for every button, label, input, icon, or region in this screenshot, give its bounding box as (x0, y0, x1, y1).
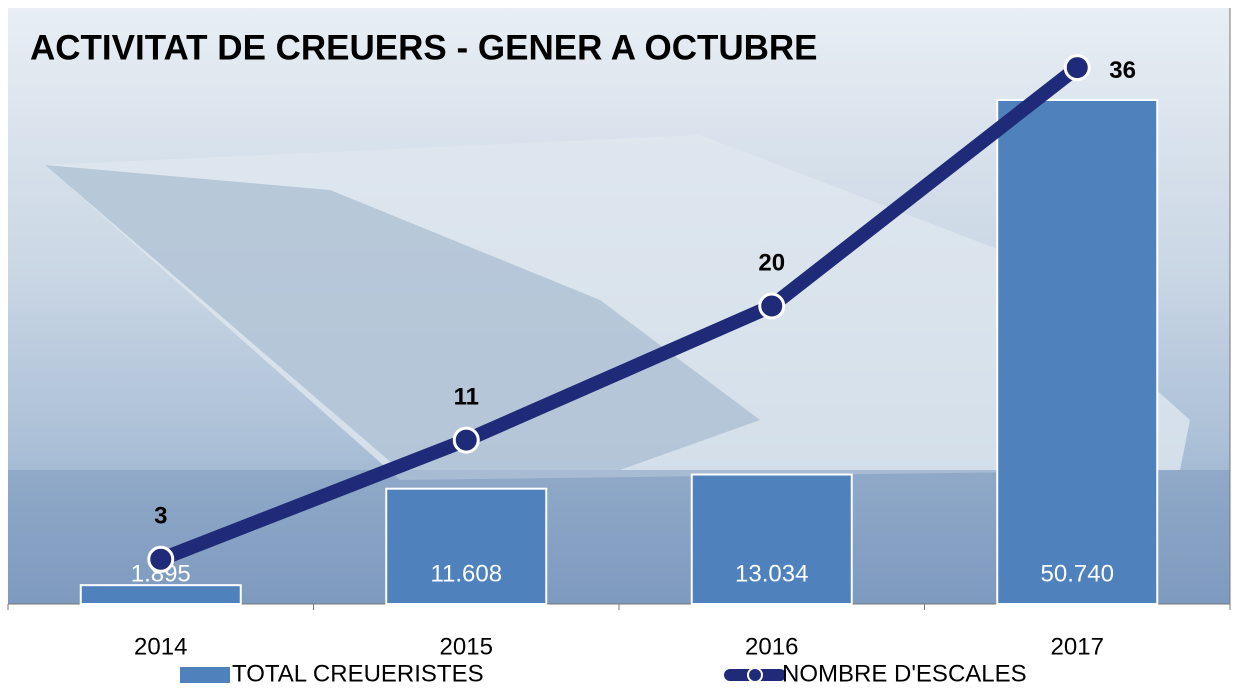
bar-value-label: 50.740 (1041, 560, 1114, 587)
bar-value-label: 13.034 (735, 560, 808, 587)
line-value-label: 36 (1109, 57, 1136, 84)
line-marker (149, 547, 173, 571)
x-tick-label: 2015 (440, 633, 493, 660)
legend-label: TOTAL CREUERISTES (232, 660, 484, 687)
bar (81, 585, 241, 604)
x-tick-label: 2016 (745, 633, 798, 660)
line-value-label: 11 (454, 383, 479, 410)
line-marker (760, 294, 784, 318)
legend-swatch (180, 667, 230, 683)
legend-label: NOMBRE D'ESCALES (782, 660, 1027, 687)
bar (997, 100, 1157, 604)
line-marker (454, 428, 478, 452)
line-value-label: 20 (758, 249, 785, 276)
line-marker (1065, 56, 1089, 80)
line-value-label: 3 (154, 503, 167, 530)
bar-value-label: 11.608 (430, 560, 502, 587)
x-tick-label: 2014 (134, 633, 187, 660)
chart-title: ACTIVITAT DE CREUERS - GENER A OCTUBRE (30, 28, 818, 67)
legend-marker (748, 668, 762, 682)
chart: ACTIVITAT DE CREUERS - GENER A OCTUBRE 2… (0, 0, 1237, 689)
x-tick-label: 2017 (1051, 633, 1104, 660)
